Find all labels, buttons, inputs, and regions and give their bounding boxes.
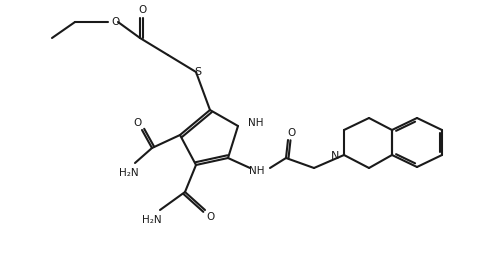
Text: H₂N: H₂N (119, 168, 139, 178)
Text: H₂N: H₂N (142, 215, 162, 225)
Text: O: O (111, 17, 119, 27)
Text: S: S (195, 67, 202, 77)
Text: O: O (133, 118, 141, 128)
Text: O: O (138, 5, 146, 15)
Text: O: O (287, 128, 295, 138)
Text: N: N (331, 151, 339, 161)
Text: NH: NH (248, 118, 263, 128)
Text: NH: NH (249, 166, 265, 176)
Text: O: O (206, 212, 214, 222)
